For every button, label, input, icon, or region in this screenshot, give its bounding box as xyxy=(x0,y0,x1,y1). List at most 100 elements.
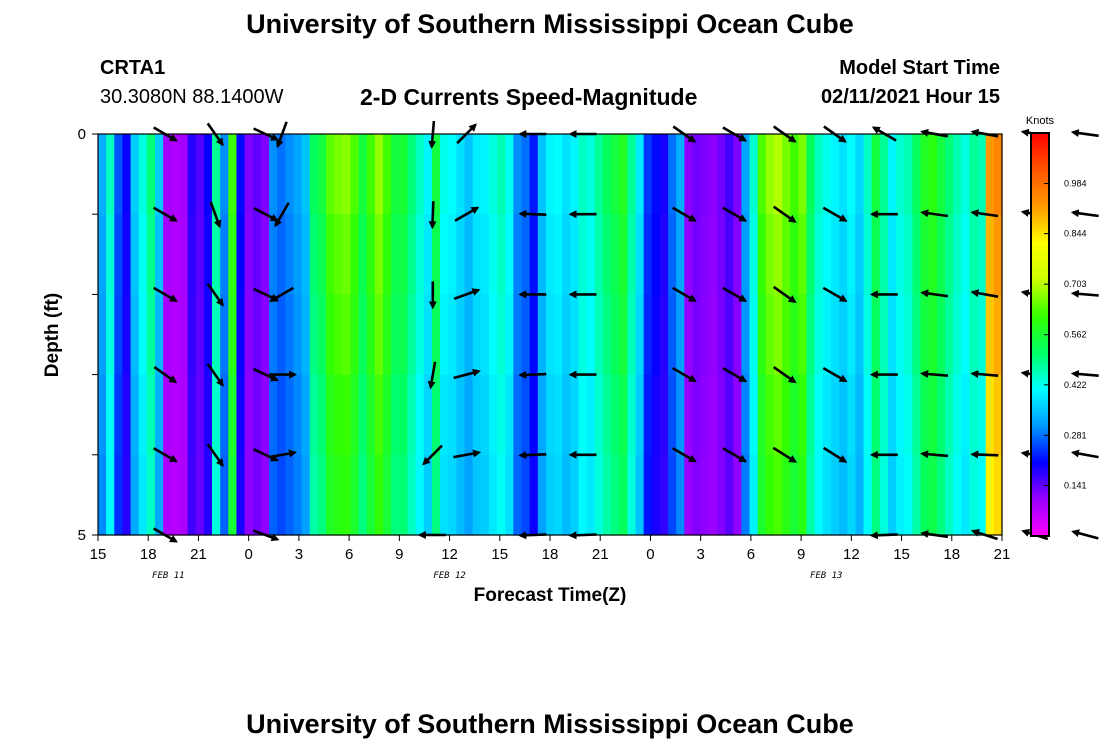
heatmap-cell xyxy=(472,374,482,456)
model-start-value: 02/11/2021 Hour 15 xyxy=(820,86,1000,108)
heatmap-cell xyxy=(570,214,580,295)
heatmap-cell xyxy=(228,294,238,376)
heatmap-cell xyxy=(839,214,848,295)
heatmap-cell xyxy=(871,134,881,215)
heatmap-cell xyxy=(391,374,400,456)
heatmap-cell xyxy=(236,134,246,215)
heatmap-cell xyxy=(326,374,335,456)
heatmap-cell xyxy=(643,214,653,295)
heatmap-cell xyxy=(839,294,848,376)
heatmap-cell xyxy=(277,374,286,456)
heatmap-cell xyxy=(431,374,441,456)
heatmap-cell xyxy=(98,294,107,376)
current-arrow xyxy=(1070,289,1099,298)
heatmap-cell xyxy=(497,374,506,456)
heatmap-cell xyxy=(537,134,547,215)
heatmap-cell xyxy=(98,374,107,456)
heatmap-cell xyxy=(236,374,246,456)
heatmap-cell xyxy=(130,454,140,536)
heatmap-cell xyxy=(912,454,922,536)
current-arrow xyxy=(722,286,748,303)
heatmap-cell xyxy=(464,214,474,295)
heatmap-cell xyxy=(985,454,995,536)
heatmap-cell xyxy=(220,454,229,536)
heatmap-cell xyxy=(122,294,132,376)
heatmap-cell xyxy=(497,454,506,536)
heatmap-cell xyxy=(383,214,392,295)
heatmap-cell xyxy=(863,454,873,536)
heatmap-cell xyxy=(708,454,718,536)
heatmap-cell xyxy=(171,214,181,295)
heatmap-cell xyxy=(195,214,205,295)
heatmap-cell xyxy=(228,374,238,456)
heatmap-cell xyxy=(733,134,742,215)
heatmap-cell xyxy=(317,214,327,295)
heatmap-cell xyxy=(765,214,775,295)
heatmap-cell xyxy=(334,134,343,215)
heatmap-cell xyxy=(977,214,987,295)
heatmap-cell xyxy=(155,454,164,536)
heatmap-cell xyxy=(627,454,637,536)
x-tick-label: 9 xyxy=(797,546,805,563)
heatmap-cell xyxy=(578,374,588,456)
heatmap-cell xyxy=(440,214,449,295)
heatmap-cell xyxy=(773,294,783,376)
heatmap-cell xyxy=(920,454,930,536)
heatmap-cell xyxy=(195,374,205,456)
heatmap-cell xyxy=(806,294,816,376)
heatmap-cell xyxy=(700,454,710,536)
heatmap-cell xyxy=(472,454,482,536)
heatmap-cell xyxy=(488,374,498,456)
heatmap-cell xyxy=(326,454,335,536)
current-arrow xyxy=(253,206,279,222)
heatmap-cell xyxy=(163,374,172,456)
heatmap-cell xyxy=(521,294,531,376)
heatmap-cell xyxy=(350,454,360,536)
heatmap-cell xyxy=(879,214,889,295)
heatmap-cell xyxy=(366,134,376,215)
heatmap-cell xyxy=(383,374,392,456)
heatmap-cell xyxy=(505,214,514,295)
heatmap-cell xyxy=(725,374,734,456)
heatmap-cell xyxy=(464,134,474,215)
heatmap-cell xyxy=(822,134,832,215)
heatmap-cell xyxy=(171,454,181,536)
heatmap-cell xyxy=(765,134,775,215)
heatmap-cell xyxy=(464,454,474,536)
heatmap-cell xyxy=(676,134,685,215)
heatmap-cell xyxy=(537,374,547,456)
heatmap-cell xyxy=(977,134,987,215)
heatmap-cell xyxy=(309,374,319,456)
heatmap-cell xyxy=(342,134,352,215)
heatmap-cell xyxy=(676,214,685,295)
heatmap-cell xyxy=(537,214,547,295)
heatmap-cell xyxy=(179,374,189,456)
heatmap-cell xyxy=(594,134,604,215)
heatmap-cell xyxy=(855,454,865,536)
heatmap-cell xyxy=(602,294,612,376)
heatmap-cell xyxy=(456,454,466,536)
current-arrow xyxy=(518,209,547,218)
heatmap-cell xyxy=(969,374,979,456)
heatmap-cell xyxy=(635,374,645,456)
heatmap-cell xyxy=(529,374,539,456)
heatmap-cell xyxy=(668,454,677,536)
heatmap-cell xyxy=(562,214,571,295)
heatmap-cell xyxy=(472,294,482,376)
heatmap-cell xyxy=(782,374,791,456)
heatmap-cell xyxy=(830,134,840,215)
heatmap-cell xyxy=(407,454,417,536)
heatmap-cell xyxy=(570,294,580,376)
heatmap-cell xyxy=(366,454,376,536)
heatmap-cell xyxy=(456,294,466,376)
heatmap-cell xyxy=(790,294,799,376)
heatmap-cell xyxy=(790,374,799,456)
heatmap-cell xyxy=(440,454,449,536)
heatmap-cell xyxy=(423,134,433,215)
heatmap-cell xyxy=(716,374,726,456)
heatmap-cell xyxy=(293,134,303,215)
x-tick-label: 0 xyxy=(646,546,654,563)
heatmap-cell xyxy=(749,134,759,215)
heatmap-cell xyxy=(317,454,327,536)
heatmap-cell xyxy=(326,214,335,295)
